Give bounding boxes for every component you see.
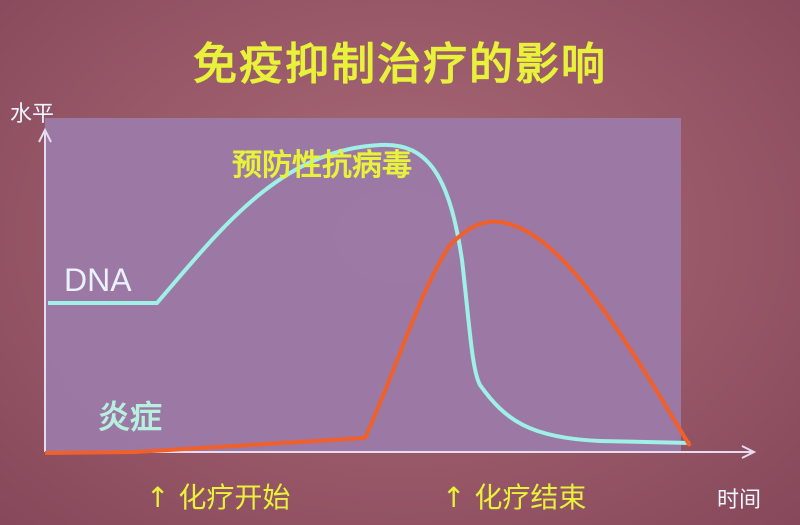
x-axis-label: 时间 bbox=[717, 488, 762, 513]
arrow-up-icon: ↑ bbox=[146, 481, 170, 514]
chemo-end-marker: ↑ 化疗结束 bbox=[442, 476, 586, 516]
arrow-up-icon: ↑ bbox=[442, 481, 466, 514]
inflammation-label: 炎症 bbox=[98, 398, 163, 436]
inflammation-curve bbox=[44, 219, 692, 455]
dna-label: DNA bbox=[64, 262, 132, 298]
chemo-start-label: 化疗开始 bbox=[178, 481, 291, 514]
chemo-end-label: 化疗结束 bbox=[474, 481, 587, 514]
x-axis-arrow bbox=[741, 445, 757, 459]
chemo-start-marker: ↑ 化疗开始 bbox=[146, 476, 290, 516]
diagram-panel bbox=[45, 118, 681, 451]
slide-title: 免疫抑制治疗的影响 bbox=[193, 39, 607, 90]
dna-curve bbox=[48, 142, 691, 445]
y-axis-label: 水平 bbox=[10, 102, 55, 127]
antiviral-label: 预防性抗病毒 bbox=[232, 148, 412, 183]
y-axis-arrow bbox=[38, 127, 52, 143]
